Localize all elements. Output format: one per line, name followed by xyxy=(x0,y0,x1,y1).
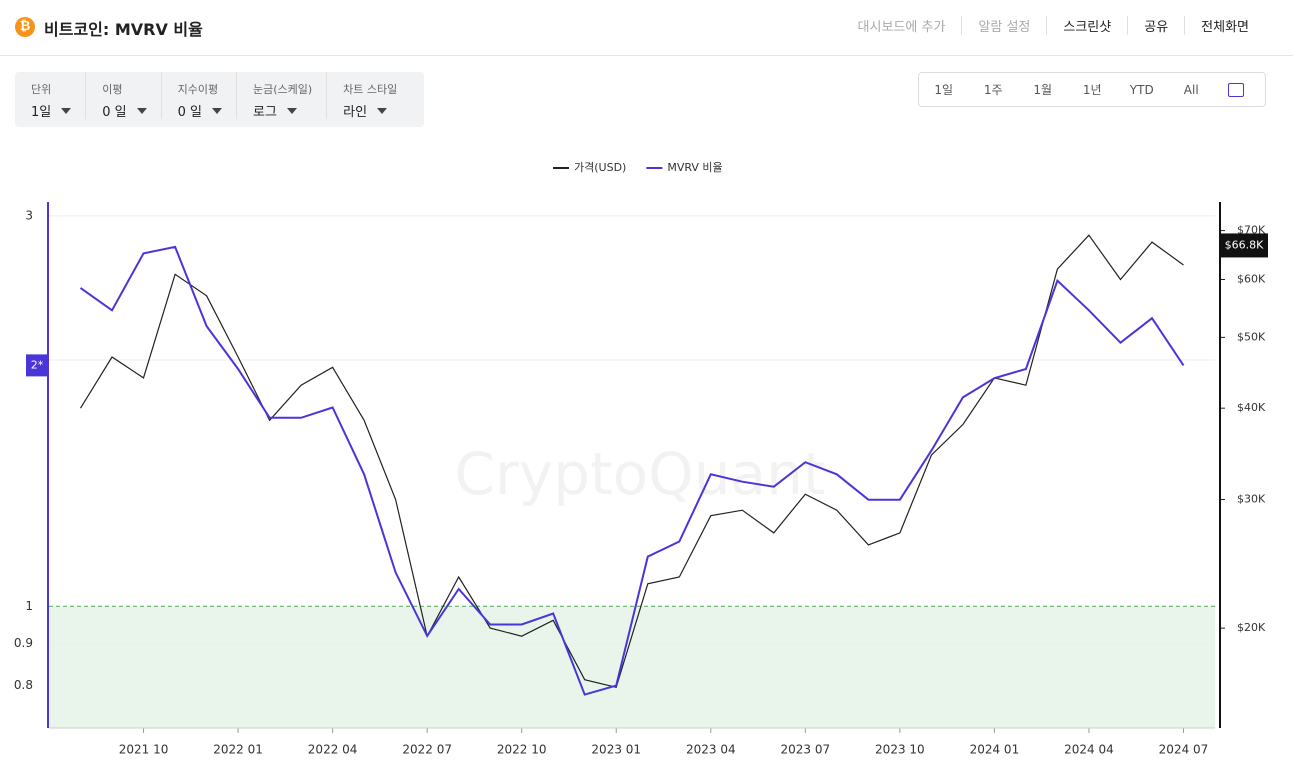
y2-tick-label: $20K xyxy=(1237,621,1266,634)
range-button[interactable]: All xyxy=(1183,82,1199,97)
y-tick-label: 2 xyxy=(25,353,33,367)
y-tick-label: 0.8 xyxy=(14,678,33,692)
share[interactable]: 공유 xyxy=(1127,16,1184,35)
y2-tick-label: $70K xyxy=(1237,224,1266,237)
range-button[interactable]: 1주 xyxy=(983,83,1003,97)
y-tick-label: 1 xyxy=(25,599,33,613)
x-tick-label: 2023 07 xyxy=(781,743,831,757)
control-label: 단위 xyxy=(31,83,52,96)
watermark: CryptoQuant xyxy=(454,440,825,508)
control-value[interactable]: 로그 xyxy=(253,101,312,120)
y-tick-label: 3 xyxy=(25,208,33,222)
page-title: 비트코인: MVRV 비율 xyxy=(44,20,203,39)
range-button[interactable]: 1년 xyxy=(1082,83,1102,97)
control-value[interactable]: 1일 xyxy=(31,101,71,120)
price-badge xyxy=(1221,233,1268,258)
control-label: 눈금(스케일) xyxy=(252,83,313,96)
bitcoin-icon: ₿ xyxy=(15,17,35,37)
control-value[interactable]: 0 일 xyxy=(102,101,146,120)
x-tick-label: 2023 04 xyxy=(686,743,736,757)
x-tick-label: 2024 07 xyxy=(1159,743,1209,757)
y2-tick-label: $30K xyxy=(1237,492,1266,505)
x-tick-label: 2022 07 xyxy=(402,743,452,757)
range-button[interactable]: YTD xyxy=(1129,82,1154,97)
control[interactable]: 눈금(스케일) 로그 xyxy=(237,72,328,120)
mvrv-badge-label: 2* xyxy=(31,358,44,371)
control-label: 지수이평 xyxy=(177,83,219,96)
y2-tick-label: $50K xyxy=(1237,330,1266,343)
screenshot[interactable]: 스크린샷 xyxy=(1046,16,1127,35)
control[interactable]: 이평 0 일 xyxy=(86,72,162,120)
control-value[interactable]: 라인 xyxy=(343,101,397,120)
series-line xyxy=(79,234,1184,689)
price-badge-label: $66.8K xyxy=(1225,238,1264,251)
mvrv-badge xyxy=(26,354,48,377)
range-selector: 1일 1주 1월 1년 YTD All xyxy=(918,72,1266,107)
control-label: 이평 xyxy=(102,83,123,96)
range-button[interactable]: 1월 xyxy=(1033,83,1053,97)
series-line xyxy=(79,245,1185,696)
y2-tick-label: $40K xyxy=(1237,401,1266,414)
range-button[interactable]: 1일 xyxy=(934,83,954,97)
alarm[interactable]: 알람 설정 xyxy=(961,16,1046,35)
control[interactable]: 지수이평 0 일 xyxy=(162,72,237,120)
fullscreen[interactable]: 전체화면 xyxy=(1184,16,1265,35)
control[interactable]: 단위 1일 xyxy=(15,72,87,120)
x-tick-label: 2024 01 xyxy=(970,743,1020,757)
calendar-button[interactable] xyxy=(1228,82,1244,97)
control-label: 차트 스타일 xyxy=(343,83,398,96)
below-one-zone xyxy=(49,606,1215,728)
x-tick-label: 2024 04 xyxy=(1064,743,1114,757)
x-tick-label: 2021 10 xyxy=(119,743,169,757)
actions: 대시보드에 추가 알람 설정 스크린샷 공유 전체화면 xyxy=(842,16,1265,35)
x-tick-label: 2022 01 xyxy=(213,743,263,757)
top-bar: ₿ 비트코인: MVRV 비율 대시보드에 추가 알람 설정 스크린샷 공유 전… xyxy=(0,0,1293,56)
add-dashboard[interactable]: 대시보드에 추가 xyxy=(857,20,946,35)
control-value[interactable]: 0 일 xyxy=(178,101,222,120)
y-tick-label: 0.9 xyxy=(14,636,33,650)
x-tick-label: 2022 10 xyxy=(497,743,547,757)
x-tick-label: 2022 04 xyxy=(308,743,358,757)
x-tick-label: 2023 10 xyxy=(875,743,925,757)
legend-label: 가격(USD) xyxy=(574,161,626,174)
legend-label: MVRV 비율 xyxy=(667,161,722,174)
x-tick-label: 2023 01 xyxy=(591,743,641,757)
y2-tick-label: $60K xyxy=(1237,273,1266,286)
